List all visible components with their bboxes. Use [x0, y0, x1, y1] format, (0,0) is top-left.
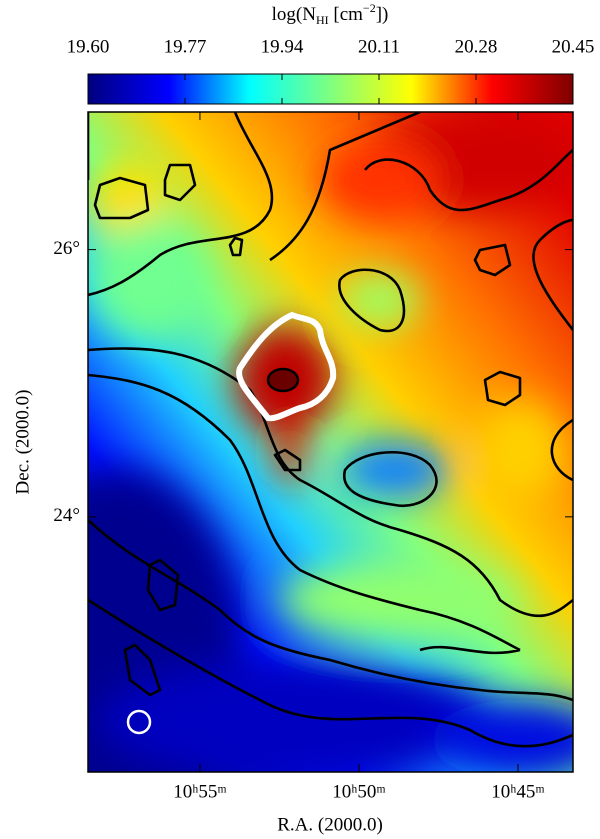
x-tick-label: 10ʰ50ᵐ [332, 781, 385, 802]
colorbar-tick-label: 19.94 [261, 36, 304, 57]
y-tick-label: 26° [53, 238, 80, 259]
colorbar-label: log(NHI [cm−2]) [272, 1, 389, 27]
colorbar-tick-label: 20.11 [358, 36, 400, 57]
colorbar-tick-label: 20.45 [552, 36, 595, 57]
colorbar-tick-label: 19.77 [164, 36, 207, 57]
colorbar [87, 73, 574, 105]
x-tick-label: 10ʰ55ᵐ [173, 781, 226, 802]
colorbar-tick-label: 19.60 [67, 36, 110, 57]
x-tick-label: 10ʰ45ᵐ [491, 781, 544, 802]
map-frame [87, 111, 574, 773]
y-tick-label: 24° [53, 505, 80, 526]
y-axis-label: Dec. (2000.0) [12, 390, 33, 495]
x-axis-label: R.A. (2000.0) [277, 814, 383, 835]
map [88, 112, 573, 772]
colorbar-tick-label: 20.28 [455, 36, 498, 57]
